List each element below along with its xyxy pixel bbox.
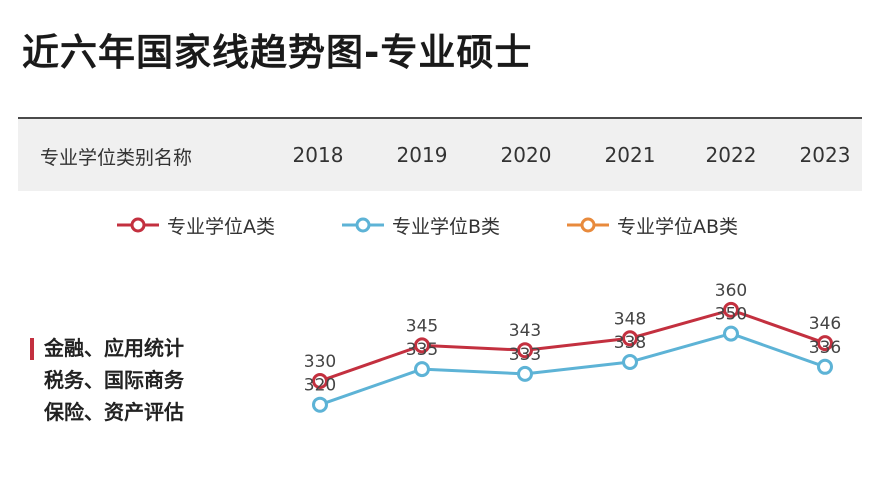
data-label: 360	[715, 281, 747, 301]
year-label: 2020	[500, 143, 552, 167]
data-label: 333	[509, 345, 541, 365]
series-line	[319, 308, 826, 383]
data-point	[723, 325, 739, 342]
legend-marker-icon	[342, 217, 384, 233]
data-label: 346	[809, 314, 841, 334]
data-point	[817, 335, 833, 352]
major-line: 金融、应用统计	[44, 336, 184, 360]
data-label: 336	[809, 338, 841, 358]
chart-legend: 专业学位A类 专业学位B类 专业学位AB类	[0, 210, 880, 240]
data-point	[414, 361, 430, 378]
line-chart: 330 345 343 348 360 346 320 335 333 338 350 336	[304, 281, 841, 413]
data-label: 335	[406, 340, 438, 360]
data-point	[312, 373, 328, 389]
legend-label: 专业学位A类	[167, 215, 275, 238]
data-point	[723, 301, 739, 318]
data-label: 320	[304, 376, 336, 396]
legend-marker-icon	[567, 217, 609, 233]
data-point	[517, 365, 533, 382]
legend-marker-icon	[117, 217, 159, 233]
year-label: 2021	[604, 143, 656, 167]
data-label: 338	[614, 333, 646, 353]
major-line: 税务、国际商务	[44, 368, 184, 392]
major-line: 保险、资产评估	[44, 400, 184, 424]
data-point	[517, 342, 533, 359]
data-label: 343	[509, 321, 541, 341]
series-line	[319, 332, 826, 407]
year-label: 2019	[396, 143, 448, 167]
page-title: 近六年国家线趋势图-专业硕士	[22, 31, 533, 74]
legend-item-b: 专业学位B类	[340, 210, 500, 240]
data-label: 348	[614, 309, 646, 329]
year-label: 2018	[292, 143, 344, 167]
data-point	[312, 396, 328, 413]
table-header: 专业学位类别名称 2018 2019 2020 2021 2022 2023	[18, 117, 862, 191]
data-point	[622, 330, 638, 347]
data-point	[817, 358, 833, 375]
legend-item-a: 专业学位A类	[115, 210, 275, 240]
data-label: 345	[406, 316, 438, 336]
year-label: 2022	[705, 143, 757, 167]
data-point	[414, 337, 430, 354]
header-label: 专业学位类别名称	[40, 147, 193, 169]
legend-label: 专业学位B类	[392, 215, 501, 238]
year-label: 2023	[799, 143, 851, 167]
legend-item-ab: 专业学位AB类	[565, 210, 738, 240]
data-label: 330	[304, 352, 336, 372]
data-point	[622, 354, 638, 370]
legend-label: 专业学位AB类	[617, 215, 739, 238]
data-label: 350	[715, 305, 747, 325]
accent-bar	[30, 338, 34, 360]
